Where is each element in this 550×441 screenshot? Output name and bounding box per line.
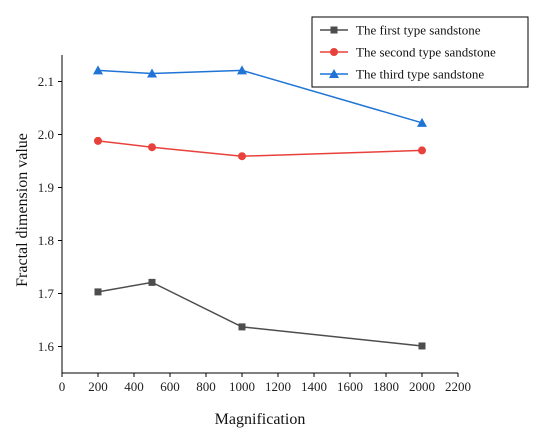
legend-label: The third type sandstone	[356, 67, 484, 82]
x-tick-label: 1000	[229, 379, 255, 394]
y-axis-ticks: 1.6 1.7 1.8 1.9 2.0 2.1	[38, 74, 62, 354]
x-tick-label: 0	[59, 379, 66, 394]
series-line	[97, 281, 423, 347]
x-axis-ticks: 0 200 400 600 800 1000 1200 1400 1600 1800 2000 220…	[59, 373, 471, 394]
data-point	[418, 342, 426, 350]
data-point	[148, 143, 156, 152]
data-point	[94, 288, 102, 296]
y-tick-label: 1.6	[38, 339, 55, 354]
legend-marker	[330, 48, 338, 56]
series-line	[97, 140, 423, 157]
series-layer	[93, 65, 427, 350]
y-tick-label: 2.1	[38, 74, 54, 89]
x-tick-label: 1800	[373, 379, 399, 394]
x-tick-label: 2000	[409, 379, 435, 394]
legend-marker	[329, 69, 339, 78]
legend-marker	[330, 26, 338, 34]
legend-entry: The third type sandstone	[320, 67, 484, 82]
series-the-first-type-sandstone	[94, 278, 426, 350]
series-the-third-type-sandstone	[93, 65, 427, 127]
x-tick-label: 200	[88, 379, 108, 394]
y-tick-label: 1.7	[38, 286, 55, 301]
x-tick-label: 1200	[265, 379, 291, 394]
data-point	[148, 278, 156, 286]
data-point	[94, 136, 102, 145]
legend-entry: The first type sandstone	[320, 23, 481, 38]
axes	[61, 55, 458, 374]
series-line	[97, 69, 423, 124]
data-point	[238, 323, 246, 331]
y-axis-title: Fractal dimension value	[14, 133, 31, 287]
y-tick-label: 1.8	[38, 233, 54, 248]
x-tick-label: 1600	[337, 379, 363, 394]
x-tick-label: 2200	[445, 379, 471, 394]
data-point	[238, 152, 246, 161]
y-tick-label: 2.0	[38, 127, 54, 142]
series-the-second-type-sandstone	[94, 136, 426, 161]
legend-label: The first type sandstone	[356, 23, 481, 38]
y-tick-label: 1.9	[38, 180, 54, 195]
x-tick-label: 400	[124, 379, 144, 394]
x-tick-label: 1400	[301, 379, 327, 394]
data-point	[418, 146, 426, 155]
data-point	[147, 68, 157, 78]
legend: The first type sandstone The second type …	[311, 16, 529, 88]
data-point	[417, 117, 427, 127]
data-point	[93, 65, 103, 75]
legend-label: The second type sandstone	[356, 45, 496, 60]
data-point	[237, 65, 247, 75]
x-tick-label: 800	[196, 379, 216, 394]
legend-entry: The second type sandstone	[320, 45, 496, 60]
x-axis-title: Magnification	[215, 411, 306, 428]
x-tick-label: 600	[160, 379, 180, 394]
